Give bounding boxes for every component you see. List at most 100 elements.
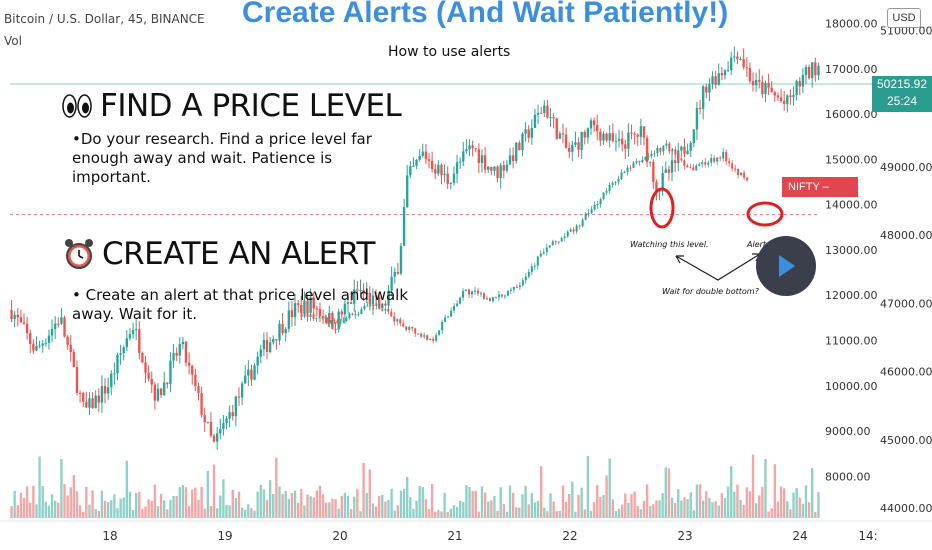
btc-candle-body [515, 142, 518, 162]
volume-bar [209, 506, 213, 518]
btc-candle-body [35, 346, 38, 351]
volume-bar [312, 497, 315, 518]
nifty-candle-body [671, 149, 674, 152]
play-button[interactable] [756, 236, 816, 296]
volume-bar [661, 493, 664, 518]
volume-bar [814, 511, 817, 518]
volume-bar [639, 509, 643, 518]
volume-bar [387, 499, 390, 518]
nifty-candle-body [408, 326, 411, 330]
btc-candle-body [215, 433, 219, 442]
volume-bar [106, 502, 110, 518]
btc-candle-body [32, 344, 35, 351]
nifty-candle-body [324, 317, 327, 319]
volume-bar [122, 497, 125, 518]
x-tick-label: 19 [217, 529, 232, 543]
btc-candle-body [197, 386, 200, 394]
nifty-candle-body [372, 304, 375, 306]
volume-bar [300, 489, 303, 518]
volume-bar [368, 469, 372, 518]
nifty-candle-body [548, 245, 551, 248]
volume-bar [206, 470, 210, 518]
volume-bar [620, 504, 624, 518]
btc-candle-body [655, 181, 658, 192]
btc-candle-body [219, 428, 222, 434]
volume-bar [508, 485, 512, 518]
btc-candle-body [689, 143, 692, 151]
volume-bar [792, 492, 795, 518]
x-tick-label: 20 [332, 529, 347, 543]
nifty-candle-body [411, 326, 414, 329]
volume-bar [726, 486, 730, 518]
btc-candle-body [468, 145, 471, 150]
nifty-candle-body [345, 318, 348, 321]
volume-bar [178, 487, 181, 518]
btc-candle-body [393, 271, 396, 277]
nifty-candle-body [488, 298, 491, 301]
nifty-candle-body [375, 303, 378, 306]
btc-candle-body [524, 129, 527, 134]
volume-bar [418, 485, 421, 518]
volume-bar [733, 491, 736, 518]
volume-bar [452, 505, 456, 518]
volume-bar [493, 495, 496, 518]
volume-bar [483, 492, 487, 518]
btc-candle-body [505, 164, 509, 171]
btc-candle-body [773, 92, 777, 96]
volume-bar [268, 480, 272, 518]
btc-candle-body [455, 162, 459, 174]
btc-candle-body [66, 336, 69, 345]
btc-candle-body [318, 309, 322, 317]
bar-countdown: 25:24 [886, 94, 918, 108]
nifty-candle-body [509, 289, 512, 291]
left-scale-tick: 14000.00 [825, 199, 878, 212]
btc-candle-body [175, 352, 178, 356]
btc-candle-body [499, 165, 502, 179]
btc-candle-body [776, 95, 780, 98]
btc-candle-body [240, 383, 244, 398]
btc-candle-body [487, 166, 490, 170]
volume-bar [589, 511, 593, 518]
volume-bar [574, 511, 577, 518]
nifty-candle-body [587, 212, 590, 214]
nifty-candle-body [321, 316, 324, 319]
nifty-candle-body [417, 333, 420, 335]
btc-candle-body [817, 65, 820, 76]
volume-bar [440, 511, 443, 518]
volume-bar [633, 491, 636, 518]
nifty-candle-body [524, 276, 527, 281]
volume-bar [225, 504, 228, 518]
btc-candle-body [97, 395, 100, 403]
left-scale-tick: 18000.00 [825, 18, 878, 31]
volume-bar [306, 494, 309, 518]
nifty-candle-body [396, 319, 399, 322]
btc-candle-body [172, 352, 175, 361]
nifty-candle-body [369, 304, 372, 306]
volume-bar [399, 490, 403, 518]
btc-candle-body [272, 339, 275, 343]
nifty-candle-body [596, 204, 599, 206]
btc-candle-body [586, 128, 590, 138]
nifty-candle-body [453, 305, 456, 311]
nifty-candle-body [707, 162, 710, 165]
nifty-candle-body [704, 162, 707, 165]
volume-bar [287, 499, 291, 518]
nifty-candle-body [581, 219, 584, 227]
volume-bar [539, 466, 543, 518]
btc-candle-body [480, 155, 484, 164]
x-tick-label: 23 [677, 529, 692, 543]
nifty-candle-body [578, 225, 581, 227]
btc-candle-body [153, 384, 157, 401]
btc-candle-body [568, 147, 571, 152]
volume-bar [362, 462, 365, 518]
section-create-alert-heading: CREATE AN ALERT [64, 236, 375, 272]
nifty-candle-body [689, 167, 692, 169]
right-scale-tick: 45000.00 [880, 434, 932, 447]
nifty-candle-body [716, 157, 719, 162]
volume-bar [645, 484, 649, 518]
nifty-candle-body [309, 314, 312, 318]
btc-candle-body [733, 56, 736, 58]
nifty-candle-body [482, 293, 485, 299]
heading-text: CREATE AN ALERT [102, 236, 375, 272]
currency-button[interactable]: USD [887, 8, 921, 28]
